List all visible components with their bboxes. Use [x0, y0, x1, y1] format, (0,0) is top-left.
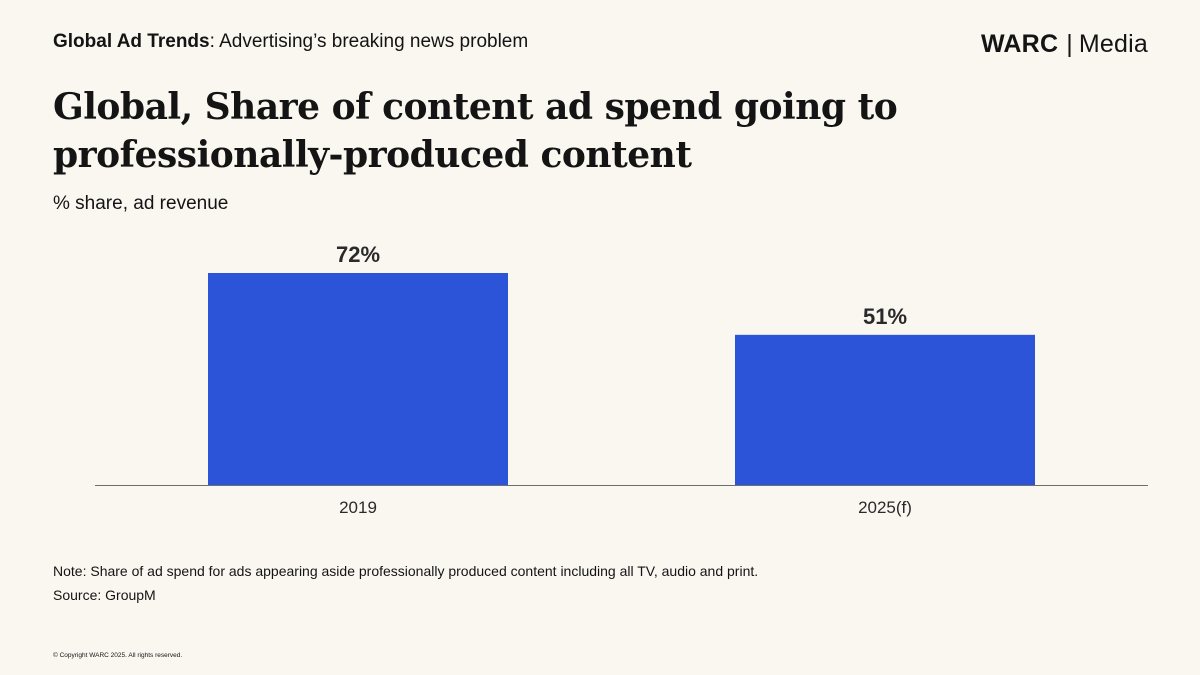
chart-title: Global, Share of content ad spend going … [53, 86, 898, 176]
x-tick-label-2025(f): 2025(f) [858, 498, 912, 517]
brand-primary: WARC [981, 30, 1059, 58]
copyright-notice: © Copyright WARC 2025. All rights reserv… [53, 652, 183, 659]
brand-secondary: Media [1078, 30, 1148, 58]
report-series-title: Global Ad Trends: Advertising’s breaking… [53, 31, 528, 53]
brand-separator: | [1066, 30, 1073, 58]
data-label-2019: 72% [336, 242, 380, 267]
bar-2025(f) [735, 334, 1035, 485]
report-series-name: Global Ad Trends [53, 31, 210, 52]
report-series-subtitle: : Advertising’s breaking news problem [209, 31, 529, 52]
bar-2019 [208, 273, 508, 485]
x-tick-label-2019: 2019 [339, 498, 377, 517]
data-label-2025(f): 51% [863, 304, 907, 329]
chart-source: Source: GroupM [53, 587, 156, 603]
chart-note: Note: Share of ad spend for ads appearin… [53, 563, 759, 579]
brand-logo: WARC | Media [981, 30, 1148, 59]
chart-subtitle: % share, ad revenue [53, 193, 229, 214]
